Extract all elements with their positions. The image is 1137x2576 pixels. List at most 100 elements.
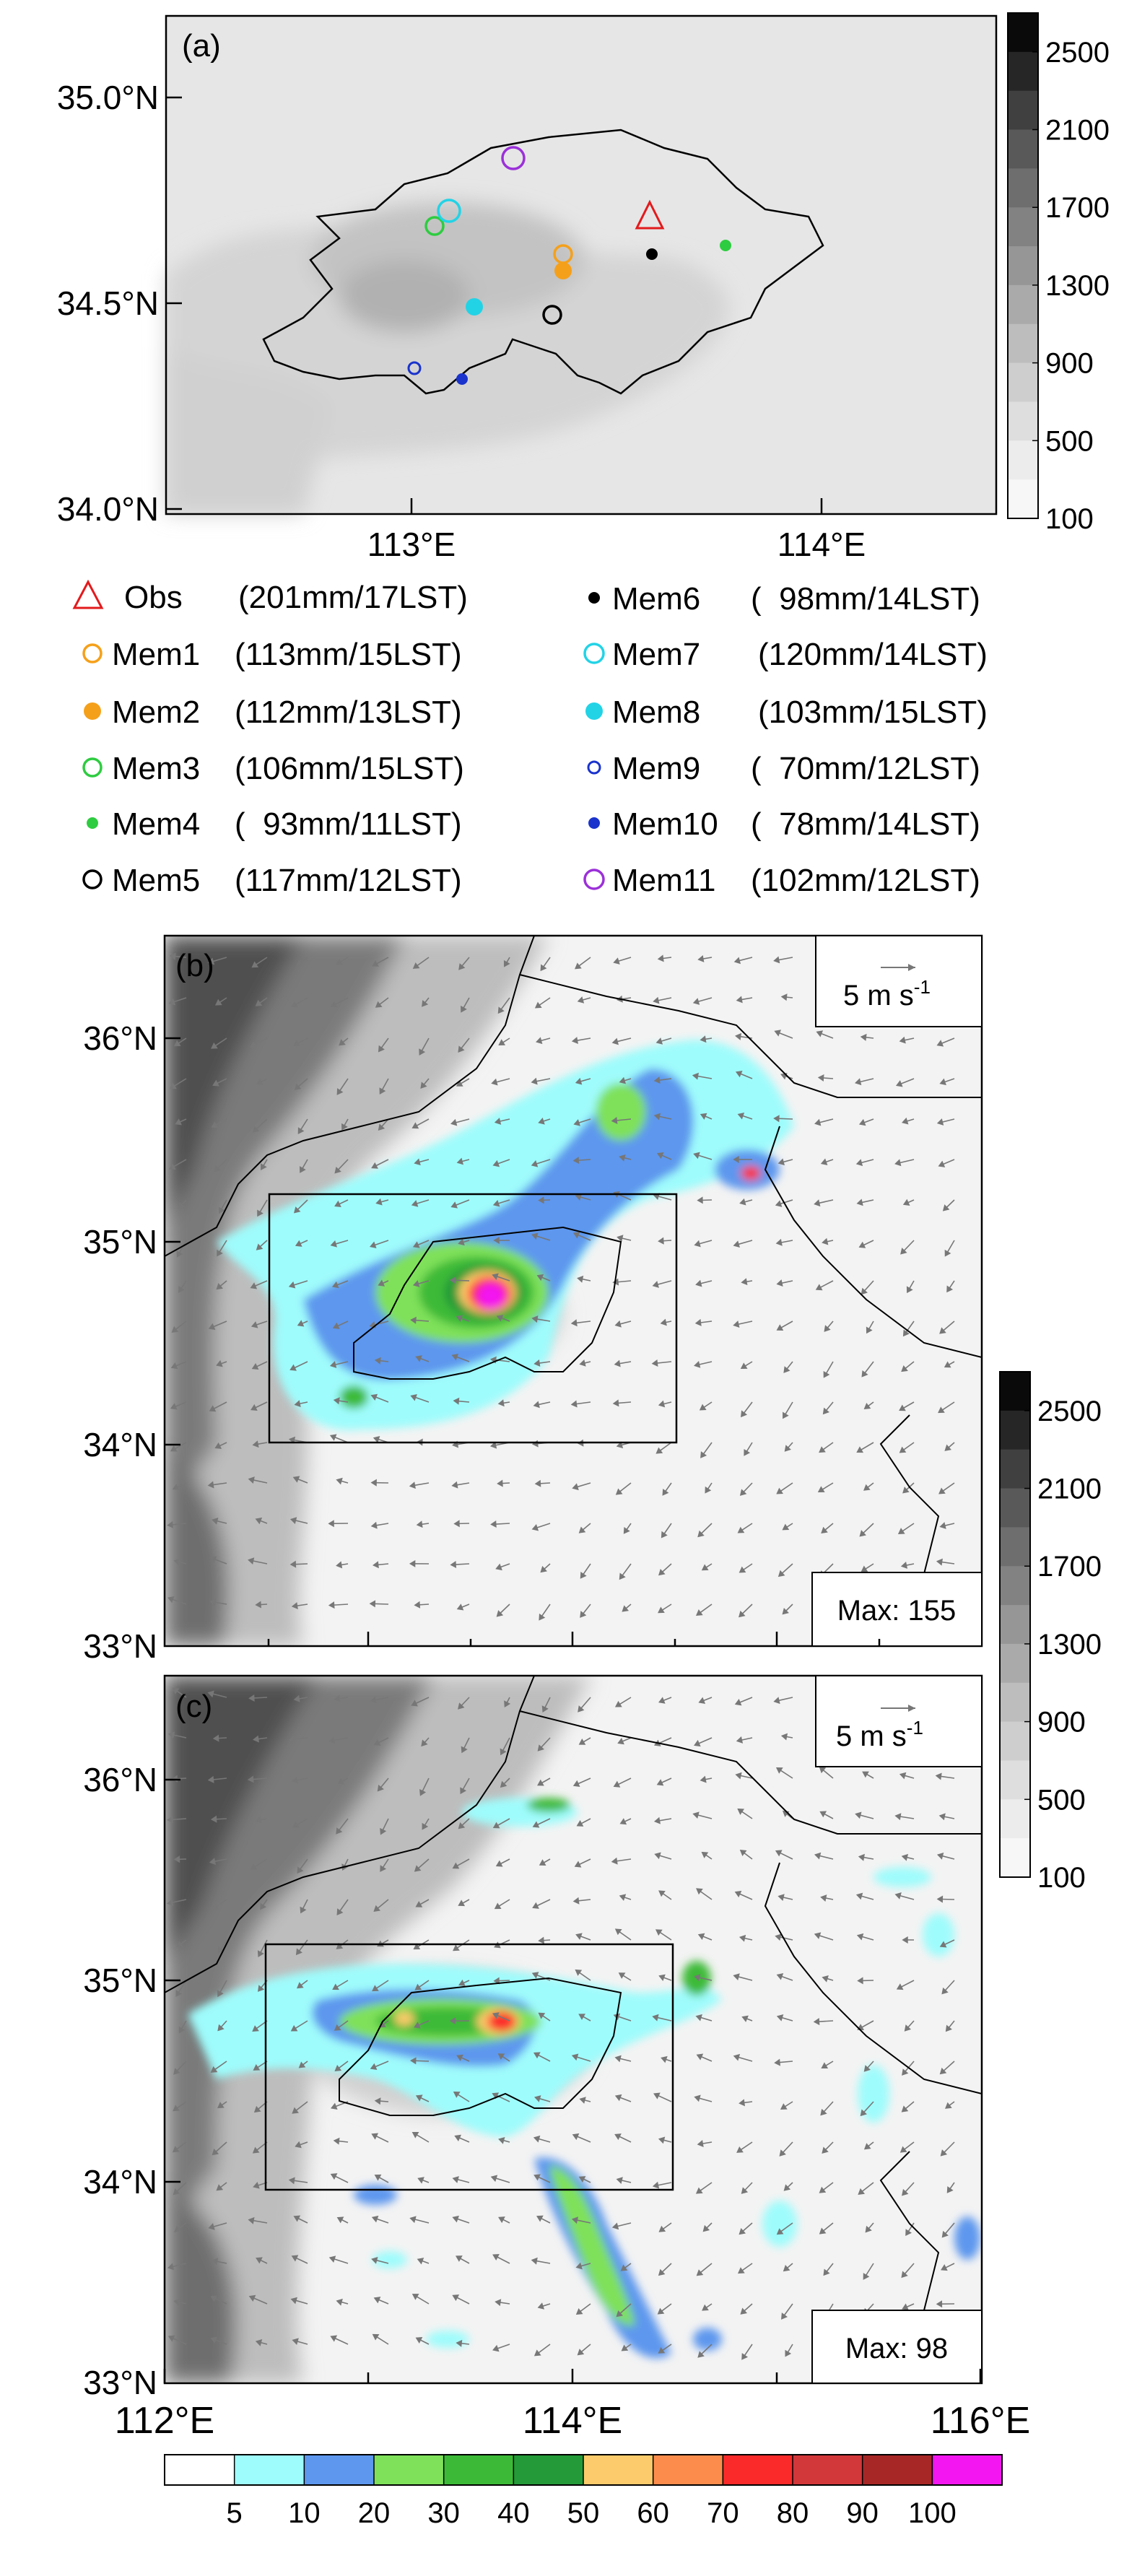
wind-vector-head bbox=[701, 1851, 709, 1858]
wind-vector-head bbox=[212, 1734, 219, 1742]
wind-vector-head bbox=[614, 1700, 622, 1707]
wind-vector-head bbox=[341, 1123, 348, 1131]
wind-vector-head bbox=[290, 2297, 297, 2305]
wind-vector-head bbox=[215, 998, 222, 1006]
wind-vector-head bbox=[863, 2273, 870, 2280]
wind-vector-head bbox=[333, 1397, 340, 1405]
wind-vector-head bbox=[820, 1158, 828, 1165]
wind-vector-head bbox=[653, 996, 660, 1004]
wind-vector-head bbox=[692, 1811, 700, 1819]
wind-vector-head bbox=[861, 1565, 868, 1572]
wind-vector-head bbox=[250, 1041, 257, 1048]
wind-vector-head bbox=[207, 1775, 214, 1783]
wind-vector-head bbox=[212, 1903, 219, 1910]
wind-vector-head bbox=[651, 1359, 658, 1367]
wind-vector-head bbox=[296, 959, 304, 966]
wind-vector-head bbox=[692, 1072, 699, 1080]
wind-vector-head bbox=[248, 1557, 255, 1565]
wind-vector-head bbox=[939, 1522, 946, 1529]
wind-vector-head bbox=[538, 2012, 546, 2019]
wind-vector-head bbox=[735, 1070, 743, 1078]
wind-vector-head bbox=[419, 1048, 426, 1056]
wind-vector-head bbox=[739, 1849, 747, 1857]
wind-vector-head bbox=[572, 2133, 580, 2141]
wind-vector-head bbox=[178, 1201, 185, 1209]
wind-vector-head bbox=[247, 1775, 254, 1783]
wind-vector-head bbox=[255, 999, 263, 1006]
wind-vector-head bbox=[218, 1206, 225, 1214]
wind-vector-head bbox=[531, 1972, 539, 1979]
wind-vector-head bbox=[904, 2024, 912, 2032]
marker-mem11 bbox=[501, 146, 526, 170]
wind-vector-head bbox=[653, 1076, 661, 1084]
wind-vector-head bbox=[775, 1767, 783, 1774]
wind-vector-head bbox=[415, 1900, 423, 1907]
colorbar-frame bbox=[999, 1371, 1031, 1878]
wind-vector-head bbox=[694, 2094, 701, 2102]
wind-vector-head bbox=[492, 2254, 500, 2260]
marker-mem9 bbox=[407, 361, 422, 375]
wind-vector-head bbox=[411, 1700, 418, 1707]
wind-vector-head bbox=[291, 1602, 298, 1610]
wind-vector-head bbox=[337, 1777, 345, 1785]
legend-name: Mem4 bbox=[112, 806, 200, 842]
wind-vector-head bbox=[415, 1355, 422, 1362]
marker-mem2 bbox=[554, 262, 572, 279]
wind-vector-head bbox=[458, 963, 466, 970]
wind-vector-head bbox=[533, 2135, 541, 2143]
wind-vector-head bbox=[415, 2336, 423, 2344]
panel-c-max-box: Max: 98 bbox=[811, 2310, 983, 2384]
wind-vector-head bbox=[494, 1902, 502, 1910]
wind-vector-head bbox=[894, 1892, 902, 1900]
wind-vector-head bbox=[207, 1481, 214, 1489]
wind-vector-head bbox=[458, 1045, 465, 1053]
wind-vector-head bbox=[458, 1979, 466, 1986]
wind-vector-head bbox=[737, 2267, 745, 2274]
wind-vector-head bbox=[866, 1326, 873, 1334]
wind-vector-head bbox=[573, 1119, 580, 1126]
wind-vector-head bbox=[612, 1399, 619, 1407]
legend-name: Mem1 bbox=[112, 637, 200, 672]
wind-vector-head bbox=[739, 1934, 746, 1942]
wind-vector-head bbox=[777, 1158, 785, 1166]
wind-vector-head bbox=[694, 1360, 701, 1368]
wind-vector-head bbox=[936, 1895, 944, 1903]
wind-vector-head bbox=[458, 1238, 465, 1246]
wind-vector-head bbox=[700, 1035, 707, 1043]
wind-vector-head bbox=[375, 1001, 383, 1008]
wind-vector-head bbox=[538, 1118, 545, 1125]
wind-vector-head bbox=[454, 2134, 461, 2141]
wind-vector-head bbox=[902, 1117, 909, 1125]
wind-vector-head bbox=[861, 1370, 868, 1378]
wind-vector-head bbox=[332, 1322, 340, 1329]
wind-vector-head bbox=[260, 1902, 266, 1910]
wind-vector-head bbox=[656, 1152, 664, 1159]
wind-vector-head bbox=[498, 2216, 505, 2224]
wind-vector-head bbox=[492, 1159, 500, 1167]
legend-open-small-icon bbox=[587, 760, 601, 775]
legend-item-mem1: Mem1 (113mm/15LST) bbox=[82, 637, 462, 672]
wind-vector-head bbox=[938, 1487, 946, 1494]
wind-vector-head bbox=[172, 1687, 180, 1694]
wind-vector-head bbox=[291, 2255, 299, 2262]
wind-vector-head bbox=[251, 961, 259, 968]
panel-b-precipitation bbox=[217, 1040, 794, 1430]
wind-vector-head bbox=[945, 2024, 952, 2032]
wind-vector-head bbox=[695, 2187, 703, 2194]
wind-vector-head bbox=[941, 2264, 948, 2271]
wind-vector-head bbox=[170, 1362, 178, 1370]
colorbar-label: 1300 bbox=[1045, 270, 1110, 302]
vector-ref-label: 5 m s-1 bbox=[836, 1717, 923, 1752]
wind-vector-head bbox=[498, 2137, 505, 2144]
wind-vector-head bbox=[248, 2294, 256, 2302]
wind-vector-head bbox=[902, 2068, 909, 2076]
legend-item-mem10: Mem10 ( 78mm/14LST) bbox=[588, 806, 980, 842]
colorbar-frame bbox=[1007, 12, 1039, 519]
legend-value: ( 70mm/12LST) bbox=[751, 751, 980, 786]
wind-vector-head bbox=[456, 1157, 464, 1165]
wind-vector-head bbox=[895, 1080, 903, 1087]
wind-vector-head bbox=[944, 1361, 951, 1368]
wind-vector-head bbox=[169, 1082, 177, 1089]
wind-vector-head bbox=[336, 1561, 343, 1569]
wind-vector-head bbox=[248, 2216, 255, 2224]
